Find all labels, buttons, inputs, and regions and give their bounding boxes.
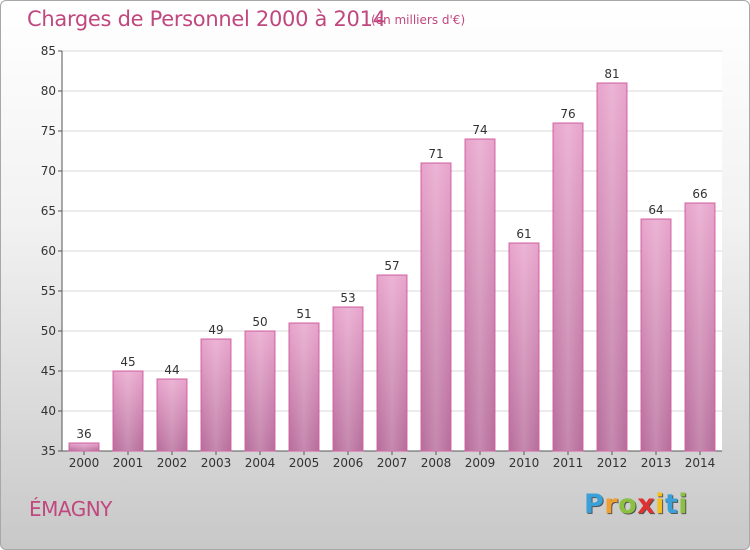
y-tick-label: 75 — [41, 124, 56, 138]
bar-shine — [202, 340, 230, 451]
logo-letter: i — [655, 489, 665, 520]
x-tick-label: 2004 — [245, 456, 276, 470]
bars — [68, 82, 716, 452]
y-tick-label: 70 — [41, 164, 56, 178]
y-tick-label: 40 — [41, 404, 56, 418]
bar-shine — [686, 204, 714, 451]
y-tick-label: 55 — [41, 284, 56, 298]
y-tick-label: 80 — [41, 84, 56, 98]
data-label: 81 — [604, 67, 619, 81]
bar-shine — [246, 332, 274, 451]
data-label: 66 — [692, 187, 707, 201]
axes: 35 40 45 50 55 60 65 70 75 80 85 2000 2001 2002 2003 20… — [41, 44, 722, 470]
data-label: 71 — [428, 147, 443, 161]
data-label: 44 — [164, 363, 179, 377]
x-tick-label: 2003 — [201, 456, 232, 470]
logo-letter: t — [664, 489, 679, 520]
x-tick-label: 2013 — [641, 456, 672, 470]
data-label: 50 — [252, 315, 267, 329]
x-tick-label: 2008 — [421, 456, 452, 470]
x-tick-label: 2005 — [289, 456, 320, 470]
logo-letter: r — [604, 489, 619, 520]
bar-shine — [378, 276, 406, 451]
y-tick-label: 50 — [41, 324, 56, 338]
y-tick-label: 85 — [41, 44, 56, 58]
data-label: 51 — [296, 307, 311, 321]
bar-shine — [290, 324, 318, 451]
y-tick-label: 45 — [41, 364, 56, 378]
chart-subtitle: (en milliers d'€) — [371, 13, 466, 27]
bar-shine — [510, 244, 538, 451]
commune-name: ÉMAGNY — [29, 497, 112, 521]
x-tick-label: 2002 — [157, 456, 188, 470]
data-label: 49 — [208, 323, 223, 337]
y-tick-label: 35 — [41, 444, 56, 458]
bar-shine — [334, 308, 362, 451]
data-label: 36 — [76, 427, 91, 441]
x-tick-label: 2001 — [113, 456, 144, 470]
data-label: 76 — [560, 107, 575, 121]
bar-shine — [422, 164, 450, 451]
logo-letter: P — [584, 489, 605, 520]
data-label: 57 — [384, 259, 399, 273]
logo-letter: o — [618, 489, 638, 520]
x-tick-label: 2007 — [377, 456, 408, 470]
y-tick-label: 60 — [41, 244, 56, 258]
x-tick-label: 2000 — [69, 456, 100, 470]
data-label: 53 — [340, 291, 355, 305]
y-tick-label: 65 — [41, 204, 56, 218]
x-tick-label: 2011 — [553, 456, 584, 470]
bar-shine — [114, 372, 142, 451]
bar-shine — [598, 84, 626, 451]
bar-shine — [158, 380, 186, 451]
x-tick-label: 2006 — [333, 456, 364, 470]
proxiti-logo: Proxiti — [584, 489, 688, 520]
logo-letter: x — [637, 489, 656, 520]
x-tick-label: 2009 — [465, 456, 496, 470]
bar-shine — [466, 140, 494, 451]
x-tick-label: 2012 — [597, 456, 628, 470]
x-tick-label: 2010 — [509, 456, 540, 470]
chart-title: Charges de Personnel 2000 à 2014 — [27, 7, 386, 31]
data-label: 64 — [648, 203, 663, 217]
x-tick-label: 2014 — [685, 456, 716, 470]
bar-shine — [554, 124, 582, 451]
data-label: 61 — [516, 227, 531, 241]
bar-shine — [70, 444, 98, 451]
data-labels: 36 45 44 49 50 51 53 57 71 74 61 76 81 64 66 — [76, 67, 707, 441]
bar-shine — [642, 220, 670, 451]
logo-letter: i — [678, 489, 689, 520]
data-label: 45 — [120, 355, 135, 369]
data-label: 74 — [472, 123, 487, 137]
